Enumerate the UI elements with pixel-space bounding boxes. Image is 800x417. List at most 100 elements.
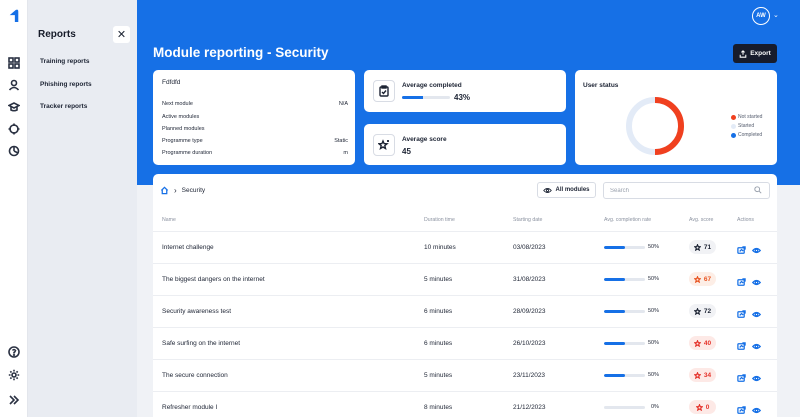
legend-started: Started xyxy=(731,123,754,129)
module-duration: 6 minutes xyxy=(424,308,453,315)
completion-percent: 50% xyxy=(648,340,660,346)
score-badge: 72 xyxy=(689,304,716,318)
avg-score-label: Average score xyxy=(402,136,447,143)
chevron-down-icon[interactable]: ⌄ xyxy=(773,12,779,19)
report-icon xyxy=(737,246,746,254)
module-duration: 5 minutes xyxy=(424,372,453,379)
open-report-button[interactable] xyxy=(737,402,746,414)
star-icon xyxy=(695,403,703,411)
programme-name: Fdfdfd xyxy=(162,79,181,86)
column-header-score[interactable]: Avg. score xyxy=(689,217,714,223)
table-row[interactable]: Refresher module I 8 minutes 21/12/2023 0% 0 xyxy=(153,391,777,417)
report-icon xyxy=(737,406,746,414)
report-icon xyxy=(737,342,746,350)
open-report-button[interactable] xyxy=(737,370,746,382)
user-status-donut xyxy=(626,97,684,155)
star-icon xyxy=(693,307,701,315)
report-icon xyxy=(737,374,746,382)
open-report-button[interactable] xyxy=(737,306,746,318)
sidebar-item-tracker-reports[interactable]: Tracker reports xyxy=(40,103,88,110)
completion-progress-fill xyxy=(604,246,625,249)
star-sparkle-icon xyxy=(373,134,395,156)
export-icon xyxy=(739,49,747,58)
completion-percent: 50% xyxy=(648,244,660,250)
panel-title: Reports xyxy=(38,29,76,40)
view-module-button[interactable] xyxy=(751,242,762,254)
all-modules-button[interactable]: All modules xyxy=(537,182,596,198)
score-value: 0 xyxy=(705,403,710,411)
modules-table-card: › Security All modules Name Duration tim… xyxy=(153,174,777,417)
expand-chevrons-icon[interactable] xyxy=(8,394,20,406)
user-icon[interactable] xyxy=(8,79,20,91)
open-report-button[interactable] xyxy=(737,242,746,254)
crosshair-icon[interactable] xyxy=(8,123,20,135)
module-name[interactable]: Safe surfing on the internet xyxy=(162,340,241,347)
sidebar-item-training-reports[interactable]: Training reports xyxy=(40,58,90,65)
view-module-button[interactable] xyxy=(751,370,762,382)
dashboard-icon[interactable] xyxy=(8,57,20,69)
close-panel-button[interactable]: ✕ xyxy=(113,26,130,43)
table-row[interactable]: Safe surfing on the internet 6 minutes 26/… xyxy=(153,327,777,359)
sidebar-item-phishing-reports[interactable]: Phishing reports xyxy=(40,81,92,88)
column-header-name[interactable]: Name xyxy=(162,217,176,223)
module-name[interactable]: The secure connection xyxy=(162,372,228,379)
completion-progress xyxy=(604,278,645,281)
table-row[interactable]: The secure connection 5 minutes 23/11/2023… xyxy=(153,359,777,391)
star-icon xyxy=(693,371,701,379)
completion-percent: 50% xyxy=(648,308,660,314)
breadcrumb-current[interactable]: Security xyxy=(181,187,206,194)
module-start-date: 26/10/2023 xyxy=(513,340,546,347)
column-header-completion-rate[interactable]: Avg. completion rate xyxy=(604,217,652,223)
table-row[interactable]: Internet challenge 10 minutes 03/08/2023 50… xyxy=(153,231,777,263)
export-button[interactable]: Export xyxy=(733,44,777,63)
open-report-button[interactable] xyxy=(737,338,746,350)
user-status-title: User status xyxy=(583,82,619,89)
open-report-button[interactable] xyxy=(737,274,746,286)
graduation-cap-icon[interactable] xyxy=(8,101,20,113)
module-name[interactable]: Security awareness test xyxy=(162,308,232,315)
eye-icon xyxy=(751,279,762,286)
module-start-date: 23/11/2023 xyxy=(513,372,546,379)
info-row: Planned modules xyxy=(162,126,348,132)
reports-chart-icon[interactable] xyxy=(8,145,20,157)
avg-score-value: 45 xyxy=(402,147,411,156)
table-row[interactable]: Security awareness test 6 minutes 28/09/20… xyxy=(153,295,777,327)
average-completed-card: Average completed 43% xyxy=(364,70,566,112)
completion-progress xyxy=(604,406,645,409)
export-label: Export xyxy=(750,50,771,57)
score-badge: 34 xyxy=(689,368,716,382)
column-header-duration[interactable]: Duration time xyxy=(424,217,455,223)
info-label: Active modules xyxy=(162,114,200,120)
eye-icon xyxy=(751,311,762,318)
module-name[interactable]: Internet challenge xyxy=(162,244,214,251)
score-badge: 67 xyxy=(689,272,716,286)
eye-icon xyxy=(751,375,762,382)
module-name[interactable]: The biggest dangers on the internet xyxy=(162,276,265,283)
avatar[interactable]: AW xyxy=(752,7,770,25)
table-row[interactable]: The biggest dangers on the internet 5 min… xyxy=(153,263,777,295)
search-icon[interactable] xyxy=(754,186,762,194)
completion-progress xyxy=(604,310,645,313)
completion-percent: 50% xyxy=(648,372,660,378)
settings-gear-icon[interactable] xyxy=(8,369,20,381)
completion-progress-fill xyxy=(604,310,625,313)
all-modules-label: All modules xyxy=(555,187,590,193)
page-title: Module reporting - Security xyxy=(153,45,329,60)
view-module-button[interactable] xyxy=(751,274,762,286)
view-module-button[interactable] xyxy=(751,402,762,414)
module-name[interactable]: Refresher module I xyxy=(162,404,218,411)
module-start-date: 03/08/2023 xyxy=(513,244,546,251)
help-icon[interactable] xyxy=(8,346,20,358)
search-input[interactable] xyxy=(603,182,770,199)
home-icon[interactable] xyxy=(160,186,169,195)
score-value: 34 xyxy=(703,371,712,379)
report-icon xyxy=(737,278,746,286)
score-value: 72 xyxy=(703,307,712,315)
module-duration: 10 minutes xyxy=(424,244,456,251)
app-logo[interactable] xyxy=(8,9,20,22)
column-header-actions: Actions xyxy=(737,217,755,223)
view-module-button[interactable] xyxy=(751,306,762,318)
column-header-starting-date[interactable]: Starting date xyxy=(513,217,543,223)
programme-info-card: Fdfdfd Next module N/A Active modules Pla… xyxy=(153,70,355,165)
view-module-button[interactable] xyxy=(751,338,762,350)
